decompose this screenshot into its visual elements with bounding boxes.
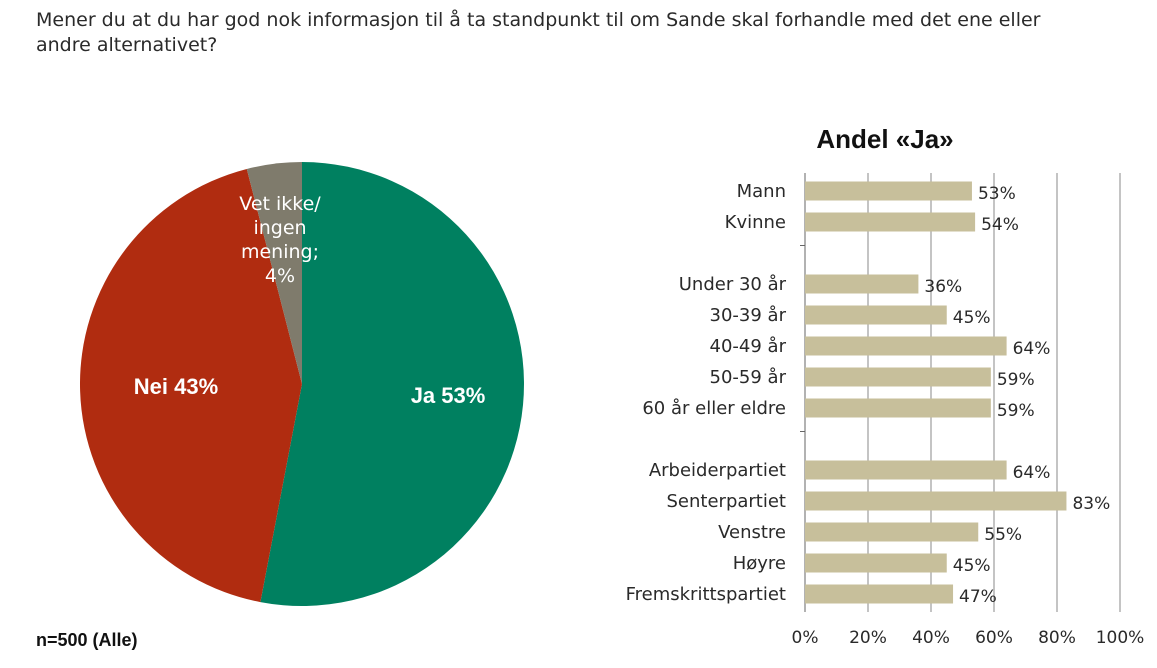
question-line-2: andre alternativet?	[36, 34, 218, 56]
value-label: 45%	[953, 556, 991, 576]
value-label: 83%	[1072, 494, 1110, 514]
bar	[805, 367, 991, 387]
pie-slice-vet-ikke	[246, 162, 302, 384]
pie-label-ja: Ja 53%	[411, 383, 486, 408]
question-line-1: Mener du at du har god nok informasjon t…	[36, 9, 1041, 31]
bar	[805, 460, 1007, 480]
category-label: Senterpartiet	[667, 491, 787, 512]
value-label: 54%	[981, 215, 1019, 235]
category-label: 30-39 år	[710, 305, 787, 326]
bar	[805, 398, 991, 418]
x-tick-label: 60%	[975, 628, 1013, 648]
value-label: 64%	[1013, 339, 1051, 359]
pie-label-nei: Nei 43%	[134, 374, 218, 399]
category-label: 60 år eller eldre	[642, 398, 786, 419]
bar	[805, 522, 979, 542]
value-label: 47%	[959, 587, 997, 607]
value-label: 59%	[997, 401, 1035, 421]
category-label: 50-59 år	[710, 367, 787, 388]
value-label: 64%	[1013, 463, 1051, 483]
bar	[805, 336, 1007, 356]
x-tick-label: 20%	[849, 628, 887, 648]
category-label: Venstre	[718, 522, 786, 543]
bar	[805, 181, 972, 201]
bar-chart-title: Andel «Ja»	[816, 124, 953, 154]
question-text: Mener du at du har god nok informasjon t…	[36, 8, 1136, 58]
bar	[805, 212, 976, 232]
category-label: Kvinne	[725, 212, 786, 233]
category-label: Fremskrittspartiet	[626, 584, 786, 605]
x-tick-label: 100%	[1096, 628, 1145, 648]
pie-label-vet-ikke: Vet ikke/ingen mening; 4%	[239, 193, 321, 287]
category-label: 40-49 år	[710, 336, 787, 357]
pie-slice-ja	[260, 162, 524, 606]
pie-slice-nei	[79, 168, 302, 603]
value-label: 53%	[978, 184, 1016, 204]
bar	[805, 274, 919, 294]
bar	[805, 584, 954, 604]
category-label: Høyre	[733, 553, 786, 574]
value-label: 59%	[997, 370, 1035, 390]
sample-size-note: n=500 (Alle)	[36, 630, 138, 650]
category-label: Arbeiderpartiet	[649, 460, 786, 481]
x-tick-label: 80%	[1038, 628, 1076, 648]
bar	[805, 553, 947, 573]
x-tick-label: 40%	[912, 628, 950, 648]
value-label: 36%	[924, 277, 962, 297]
category-label: Mann	[737, 181, 786, 202]
category-label: Under 30 år	[679, 274, 787, 295]
bar	[805, 491, 1067, 511]
value-label: 55%	[984, 525, 1022, 545]
bar	[805, 305, 947, 325]
value-label: 45%	[953, 308, 991, 328]
x-tick-label: 0%	[792, 628, 819, 648]
